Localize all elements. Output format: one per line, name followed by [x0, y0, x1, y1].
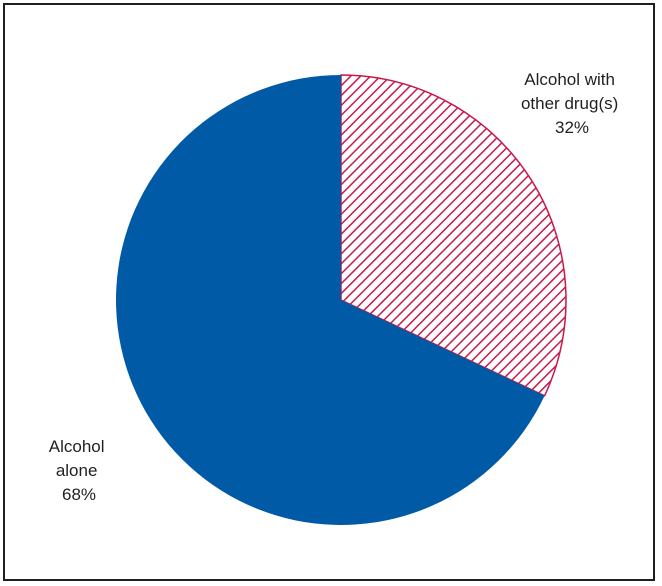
chart-frame: Alcohol with other drug(s) 32% Alcohol a…	[3, 3, 655, 581]
slice-label-line-2: other drug(s)	[521, 94, 618, 113]
pie-slices	[116, 74, 567, 525]
slice-label-alcohol-with-other-drugs: Alcohol with other drug(s) 32%	[521, 70, 623, 137]
pie-chart: Alcohol with other drug(s) 32% Alcohol a…	[49, 70, 623, 525]
slice-label-line-2: alone	[56, 461, 98, 480]
pie-slice-alcohol-alone	[116, 75, 545, 525]
slice-value-label: 68%	[62, 485, 96, 504]
slice-label-alcohol-alone: Alcohol alone 68%	[49, 437, 110, 504]
pie-slice-alcohol-with-other-drug-s	[340, 74, 567, 397]
slice-label-line-1: Alcohol	[49, 437, 105, 456]
slice-label-line-1: Alcohol with	[524, 70, 615, 89]
slice-value-label: 32%	[555, 118, 589, 137]
